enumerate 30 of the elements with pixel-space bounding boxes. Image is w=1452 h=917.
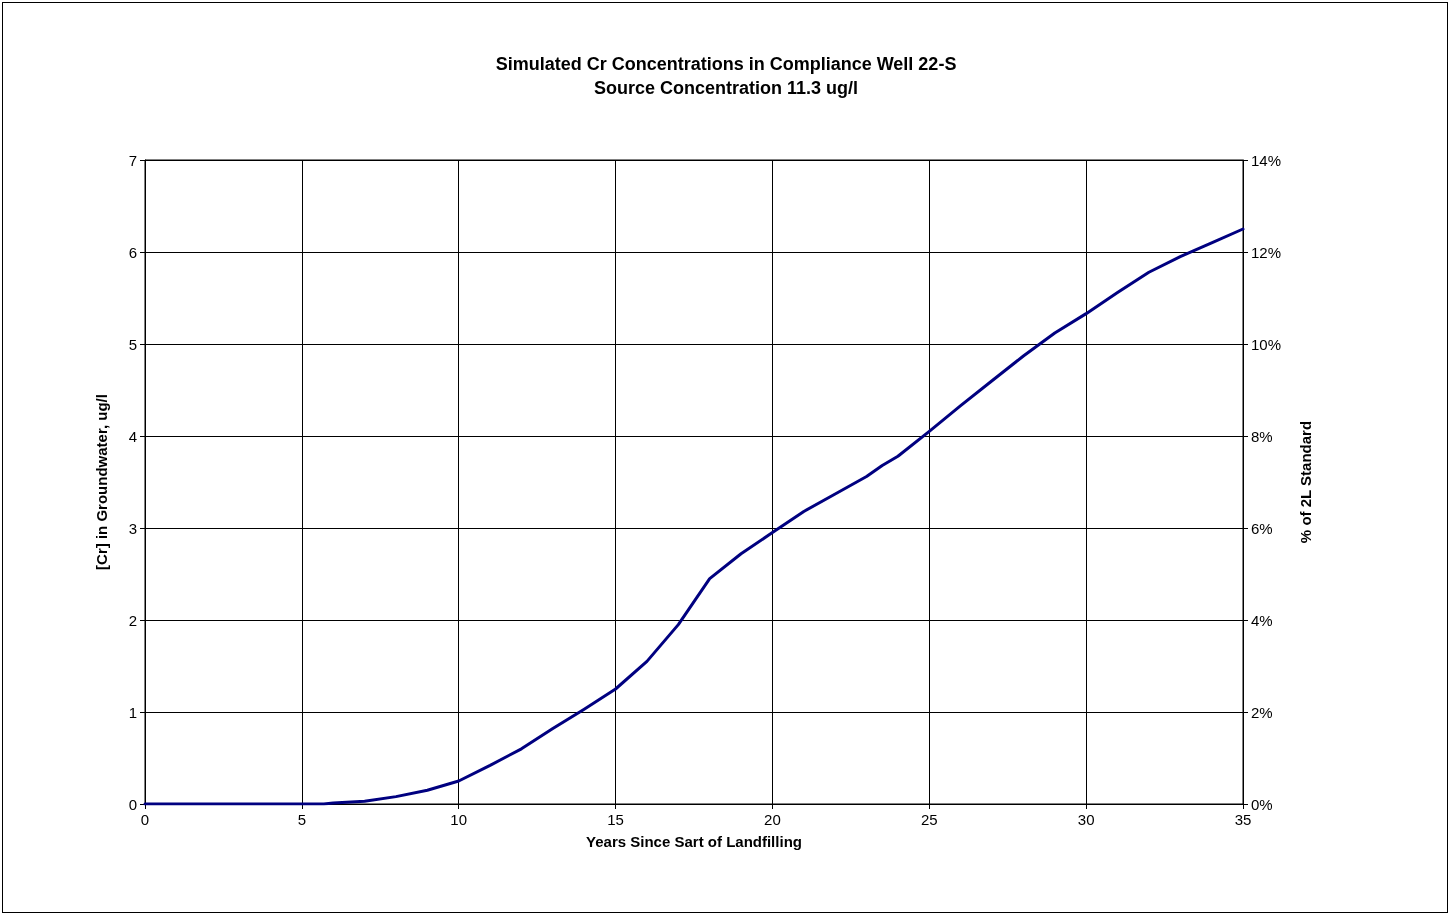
y-tick-label: 5 [128, 335, 137, 353]
x-tick-label: 25 [920, 811, 938, 828]
y2-tick-label: 0% [1251, 795, 1273, 813]
y2-axis-title: % of 2L Standard [1297, 420, 1314, 544]
y-tick-label: 4 [128, 427, 137, 445]
y2-tick-label: 4% [1251, 611, 1273, 629]
y-tick-label: 6 [128, 243, 137, 261]
y-tick-label: 0 [128, 795, 137, 813]
y2-tick-label: 14% [1251, 151, 1282, 169]
y-tick-label: 3 [128, 519, 137, 537]
line-series [143, 227, 1245, 806]
y-tick-label: 7 [128, 151, 137, 169]
y-axis-title: [Cr] in Groundwater, ug/l [93, 394, 110, 570]
y2-tick-label: 2% [1251, 703, 1273, 721]
chart-subtitle: Source Concentration 11.3 ug/l [593, 78, 859, 98]
x-tick-label: 35 [1234, 811, 1252, 828]
x-tick-label: 0 [140, 811, 150, 828]
x-tick-label: 30 [1077, 811, 1095, 828]
y-tick-label: 1 [128, 703, 137, 721]
x-tick-label: 15 [607, 811, 624, 828]
y-tick-label: 2 [128, 611, 137, 629]
y2-tick-label: 10% [1251, 335, 1282, 353]
x-tick-label: 10 [450, 811, 468, 828]
y2-tick-label: 12% [1251, 243, 1282, 261]
x-tick-label: 5 [297, 811, 307, 828]
x-tick-label: 20 [764, 811, 781, 828]
y2-tick-label: 8% [1251, 427, 1273, 445]
y2-tick-label: 6% [1251, 519, 1273, 537]
x-axis-title: Years Since Sart of Landfilling [586, 833, 802, 850]
chart-title: Simulated Cr Concentrations in Compliance Well 22-S [495, 54, 957, 74]
